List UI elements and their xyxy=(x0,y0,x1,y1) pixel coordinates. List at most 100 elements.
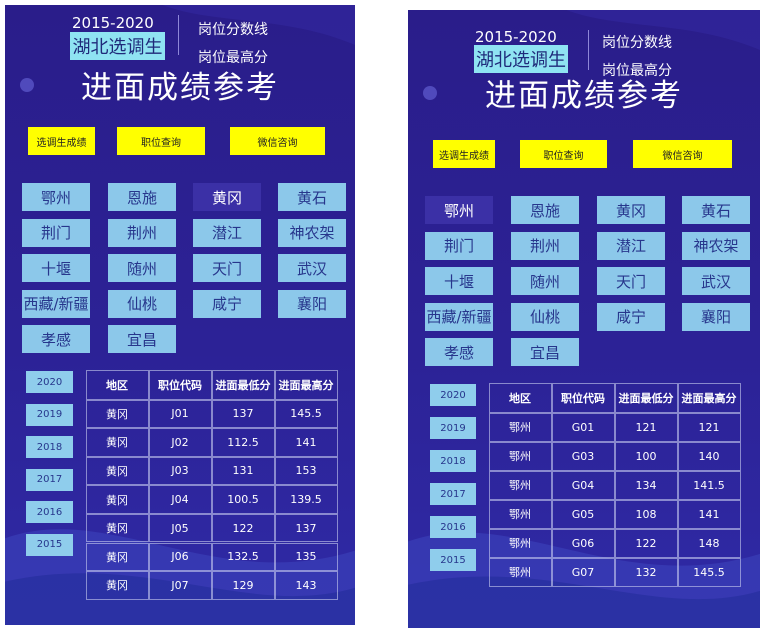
nav-button[interactable]: 选调生成绩 xyxy=(28,127,95,155)
region-button[interactable]: 荆州 xyxy=(108,218,176,247)
region-button[interactable]: 黄冈 xyxy=(597,196,665,224)
page-heading: 进面成绩参考 xyxy=(81,70,279,106)
region-button[interactable]: 荆门 xyxy=(22,218,90,247)
year-button[interactable]: 2016 xyxy=(430,516,476,538)
region-button[interactable]: 咸宁 xyxy=(193,289,261,318)
region-button[interactable]: 孝感 xyxy=(22,325,90,353)
table-cell: 145.5 xyxy=(274,399,338,429)
region-button[interactable]: 鄂州 xyxy=(22,183,90,211)
table-cell: 134 xyxy=(614,470,678,500)
table-cell: 141 xyxy=(274,428,338,457)
table-cell: 黄冈 xyxy=(85,456,149,486)
year-button[interactable]: 2020 xyxy=(430,384,476,406)
region-button[interactable]: 宜昌 xyxy=(108,325,176,353)
region-button[interactable]: 武汉 xyxy=(278,254,346,282)
region-button[interactable]: 恩施 xyxy=(108,183,176,211)
phone-screen: 2015-2020 湖北选调生 岗位分数线 岗位最高分 进面成绩参考 选调生成绩 职位查询微… xyxy=(408,10,760,628)
subtitle: 岗位分数线 xyxy=(602,35,672,51)
region-button[interactable]: 咸宁 xyxy=(597,302,665,331)
table-cell: 140 xyxy=(677,441,741,471)
table-cell: 132 xyxy=(614,557,678,587)
table-header: 进面最高分 xyxy=(677,382,741,413)
table-cell: J05 xyxy=(148,513,212,543)
years-label: 2015-2020 xyxy=(475,28,557,46)
table-cell: J03 xyxy=(148,456,212,486)
title-badge: 湖北选调生 xyxy=(474,45,568,73)
subtitle: 岗位最高分 xyxy=(198,50,268,66)
year-button[interactable]: 2020 xyxy=(26,371,73,393)
region-button[interactable]: 十堰 xyxy=(425,267,493,295)
region-button[interactable]: 襄阳 xyxy=(278,289,346,318)
nav-button[interactable]: 选调生成绩 xyxy=(433,140,495,168)
table-cell: J07 xyxy=(148,571,212,600)
table-cell: 鄂州 xyxy=(488,528,552,558)
table-cell: 137 xyxy=(274,513,338,543)
table-cell: 121 xyxy=(614,412,678,442)
table-header: 进面最高分 xyxy=(274,369,338,400)
table-header: 职位代码 xyxy=(551,382,615,413)
region-button[interactable]: 潜江 xyxy=(193,218,261,247)
table-cell: 黄冈 xyxy=(85,542,149,572)
region-button[interactable]: 黄冈 xyxy=(193,183,261,211)
year-button[interactable]: 2017 xyxy=(430,483,476,505)
region-button[interactable]: 神农架 xyxy=(278,218,346,247)
table-cell: 122 xyxy=(614,528,678,558)
year-button[interactable]: 2017 xyxy=(26,468,73,491)
year-button[interactable]: 2015 xyxy=(26,533,73,556)
region-button[interactable]: 十堰 xyxy=(22,254,90,282)
region-button[interactable]: 神农架 xyxy=(682,231,750,260)
region-button[interactable]: 荆门 xyxy=(425,231,493,260)
nav-button[interactable]: 职位查询 xyxy=(520,140,607,168)
region-button[interactable]: 西藏/新疆 xyxy=(22,289,90,318)
table-cell: 143 xyxy=(274,571,338,600)
table-cell: 鄂州 xyxy=(488,441,552,471)
table-cell: 鄂州 xyxy=(488,557,552,587)
table-header: 进面最低分 xyxy=(211,369,275,400)
region-button[interactable]: 随州 xyxy=(108,254,176,282)
nav-button[interactable]: 职位查询 xyxy=(117,127,205,155)
region-button[interactable]: 鄂州 xyxy=(425,196,493,224)
year-button[interactable]: 2016 xyxy=(26,501,73,523)
region-button[interactable]: 潜江 xyxy=(597,231,665,260)
table-cell: G04 xyxy=(551,470,615,500)
region-button[interactable]: 天门 xyxy=(597,267,665,295)
region-button[interactable]: 西藏/新疆 xyxy=(425,302,493,331)
region-button[interactable]: 仙桃 xyxy=(511,302,579,331)
region-button[interactable]: 宜昌 xyxy=(511,338,579,366)
region-button[interactable]: 孝感 xyxy=(425,338,493,366)
table-cell: 108 xyxy=(614,499,678,529)
region-button[interactable]: 随州 xyxy=(511,267,579,295)
region-button[interactable]: 黄石 xyxy=(278,183,346,211)
year-button[interactable]: 2018 xyxy=(26,436,73,458)
table-cell: 黄冈 xyxy=(85,571,149,600)
year-button[interactable]: 2019 xyxy=(26,403,73,426)
region-button[interactable]: 襄阳 xyxy=(682,302,750,331)
year-button[interactable]: 2015 xyxy=(430,549,476,571)
table-cell: 137 xyxy=(211,399,275,429)
table-cell: 100 xyxy=(614,441,678,471)
region-button[interactable]: 黄石 xyxy=(682,196,750,224)
region-button[interactable]: 武汉 xyxy=(682,267,750,295)
table-cell: 黄冈 xyxy=(85,399,149,429)
years-label: 2015-2020 xyxy=(72,14,154,32)
table-cell: 鄂州 xyxy=(488,470,552,500)
year-button[interactable]: 2019 xyxy=(430,417,476,439)
page-heading: 进面成绩参考 xyxy=(485,78,683,114)
table-cell: 145.5 xyxy=(677,557,741,587)
region-button[interactable]: 恩施 xyxy=(511,196,579,224)
year-button[interactable]: 2018 xyxy=(430,450,476,472)
table-cell: G06 xyxy=(551,528,615,558)
table-cell: 122 xyxy=(211,513,275,543)
nav-button[interactable]: 微信咨询 xyxy=(230,127,325,155)
table-cell: 131 xyxy=(211,456,275,486)
table-cell: 141.5 xyxy=(677,470,741,500)
nav-button[interactable]: 微信咨询 xyxy=(633,140,732,168)
region-button[interactable]: 仙桃 xyxy=(108,289,176,318)
table-cell: 100.5 xyxy=(211,485,275,514)
region-button[interactable]: 荆州 xyxy=(511,231,579,260)
table-cell: 153 xyxy=(274,456,338,486)
table-cell: 黄冈 xyxy=(85,428,149,457)
region-button[interactable]: 天门 xyxy=(193,254,261,282)
phone-screen: 2015-2020 湖北选调生 岗位分数线 岗位最高分 进面成绩参考 选调生成绩 职位查询微… xyxy=(5,5,355,625)
